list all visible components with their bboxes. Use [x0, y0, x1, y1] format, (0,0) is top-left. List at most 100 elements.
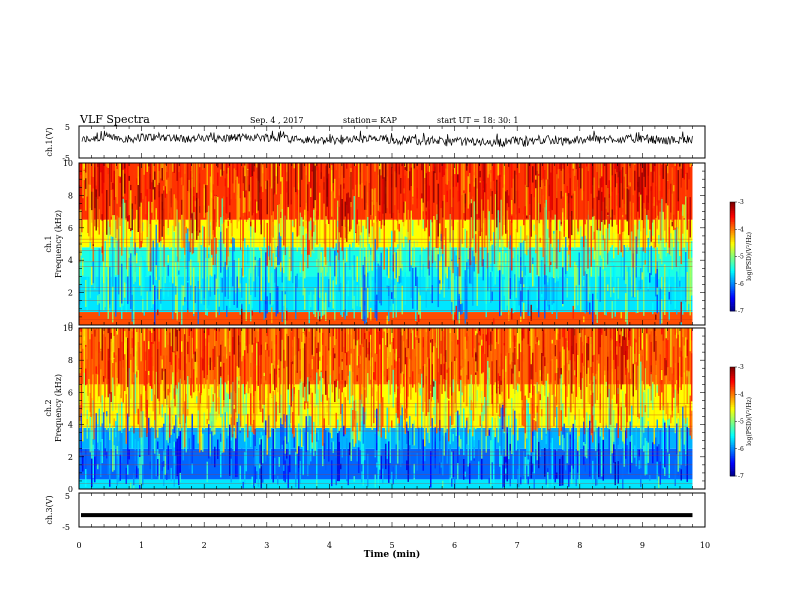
spectrogram-cell	[299, 212, 301, 247]
spectrogram-streak	[329, 163, 331, 262]
spectrogram-cell	[130, 359, 132, 399]
spectrogram-cell	[641, 355, 643, 365]
colorbar-tick-label: -5	[738, 254, 744, 261]
spectrogram-cell	[566, 282, 568, 298]
spectrogram-cell	[308, 415, 310, 466]
spectrogram-cell	[188, 438, 190, 470]
spectrogram-cell	[568, 193, 570, 239]
spectrogram-cell	[575, 339, 577, 378]
spectrogram-cell	[379, 426, 381, 470]
spectrogram-cell	[343, 347, 345, 388]
spectrogram-cell	[244, 238, 246, 275]
spectrogram-cell	[604, 365, 606, 376]
spectrogram-cell	[370, 328, 372, 335]
spectrogram-cell	[127, 464, 129, 475]
spectrogram-cell	[454, 163, 456, 175]
spectrogram-cell	[433, 381, 435, 387]
spectrogram-cell	[488, 163, 490, 175]
spectrogram-cell	[436, 163, 438, 180]
spectrogram-cell	[160, 196, 162, 244]
spectrogram-cell	[619, 328, 621, 335]
spectrogram-cell	[659, 461, 661, 485]
spectrogram-cell	[335, 412, 337, 429]
spectrogram-cell	[100, 426, 102, 446]
spectrogram-cell	[82, 328, 84, 349]
spectrogram-cell	[665, 200, 667, 243]
spectrogram-streak	[493, 163, 496, 264]
spectrogram-cell	[301, 381, 303, 435]
spectrogram-cell	[203, 412, 205, 430]
spectrogram-cell	[382, 264, 384, 273]
spectrogram-cell	[385, 396, 387, 439]
spectrogram-cell	[338, 398, 340, 431]
spectrogram-cell	[424, 177, 426, 232]
spectrogram-cell	[326, 384, 328, 401]
spectrogram-cell	[355, 328, 357, 346]
spectrogram-cell	[383, 222, 385, 270]
spectrogram-cell	[230, 328, 232, 381]
spectrogram-cell	[644, 368, 646, 424]
spectrogram-cell	[586, 274, 588, 313]
spectrogram-cell	[508, 328, 510, 353]
spectrogram-cell	[388, 380, 390, 405]
spectrogram-cell	[112, 182, 114, 190]
spectrogram-cell	[533, 261, 535, 287]
spectrogram-cell	[581, 236, 583, 289]
spectrogram-streak	[417, 163, 420, 226]
spectrogram-cell	[238, 183, 240, 222]
spectrogram-cell	[80, 405, 82, 456]
freq-tick-label: 10	[63, 324, 73, 333]
spectrogram-cell	[604, 238, 606, 251]
spectrogram-cell	[488, 288, 490, 303]
spectrogram-cell	[319, 360, 321, 377]
spectrogram-cell	[238, 328, 240, 336]
spectrogram-cell	[499, 174, 501, 223]
spectrogram-cell	[211, 164, 213, 198]
spectrogram-cell	[577, 400, 579, 451]
spectrogram-cell	[556, 472, 558, 479]
spectrogram-cell	[647, 388, 649, 418]
spectrogram-cell	[266, 296, 268, 314]
colorbar-swatch	[730, 218, 735, 221]
spectrogram-cell	[470, 260, 472, 284]
spectrogram-cell	[226, 305, 228, 317]
spectrogram-cell	[550, 217, 552, 265]
spectrogram-cell	[601, 176, 603, 188]
spectrogram-cell	[175, 441, 177, 456]
spectrogram-cell	[655, 437, 657, 458]
spectrogram-streak	[562, 163, 564, 213]
spectrogram-streak	[368, 163, 370, 237]
spectrogram-cell	[170, 346, 172, 365]
spectrogram-cell	[184, 220, 186, 271]
spectrogram-cell	[313, 421, 315, 457]
spectrogram-cell	[317, 258, 319, 311]
spectrogram-cell	[686, 376, 688, 404]
spectrogram-cell	[545, 199, 547, 256]
spectrogram-cell	[457, 463, 459, 480]
spectrogram-cell	[502, 369, 504, 405]
spectrogram-cell	[355, 184, 357, 232]
spectrogram-cell	[593, 328, 595, 355]
spectrogram-cell	[344, 380, 346, 387]
spectrogram-cell	[203, 226, 205, 260]
spectrogram-cell	[209, 412, 211, 427]
spectrogram-cell	[95, 177, 97, 199]
spectrogram-cell	[251, 476, 253, 486]
spectrogram-streak	[403, 328, 406, 420]
colorbar-swatch	[730, 209, 735, 212]
spectrogram-cell	[281, 209, 283, 241]
spectrogram-streak	[516, 163, 519, 233]
spectrogram-streak	[192, 163, 195, 254]
spectrogram-cell	[296, 328, 298, 373]
spectrogram-cell	[661, 235, 663, 265]
spectrogram-streak	[594, 163, 596, 251]
spectrogram-cell	[470, 379, 472, 436]
spectrogram-cell	[184, 171, 186, 227]
spectrogram-cell	[566, 278, 568, 284]
spectrogram-cell	[233, 366, 235, 405]
spectrogram-cell	[208, 424, 210, 459]
spectrogram-cell	[542, 163, 544, 179]
spectrogram-cell	[560, 368, 562, 379]
spectrogram-streak	[309, 328, 312, 381]
spectrogram-cell	[667, 163, 669, 181]
